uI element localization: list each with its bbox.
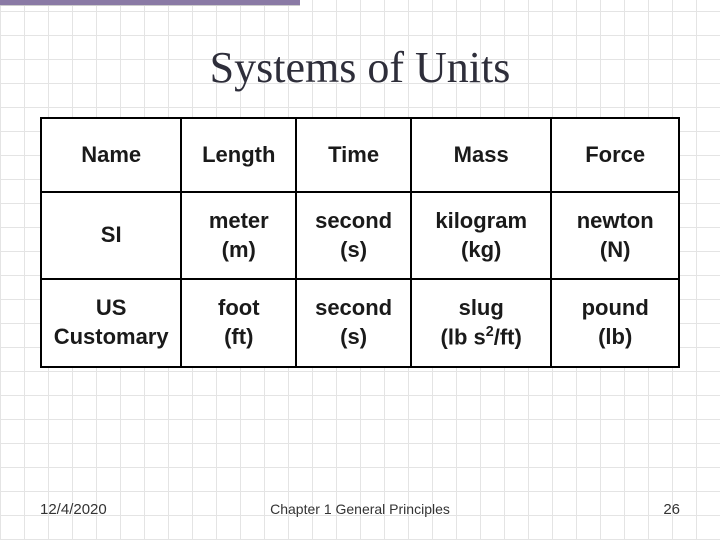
cell-text: (kg) xyxy=(418,236,544,265)
slide-title: Systems of Units xyxy=(0,0,720,117)
table-row: SI meter (m) second (s) kilogram (kg) ne… xyxy=(41,192,679,279)
cell-text: US xyxy=(48,294,174,323)
cell-text: pound xyxy=(558,294,672,323)
cell-us-name: US Customary xyxy=(41,279,181,367)
cell-si-length: meter (m) xyxy=(181,192,296,279)
cell-text: (s) xyxy=(303,236,404,265)
cell-us-mass: slug (lb s2/ft) xyxy=(411,279,551,367)
cell-text: foot xyxy=(188,294,289,323)
cell-text: kilogram xyxy=(418,207,544,236)
cell-text: (s) xyxy=(303,323,404,352)
table-row: US Customary foot (ft) second (s) slug (… xyxy=(41,279,679,367)
cell-text: (N) xyxy=(558,236,672,265)
cell-si-time: second (s) xyxy=(296,192,411,279)
footer-date: 12/4/2020 xyxy=(40,501,107,518)
cell-text: (ft) xyxy=(188,323,289,352)
units-table: Name Length Time Mass Force SI meter (m)… xyxy=(40,117,680,368)
cell-text: second xyxy=(303,207,404,236)
col-header-length: Length xyxy=(181,118,296,192)
cell-text: (lb s2/ft) xyxy=(418,323,544,352)
footer-page-number: 26 xyxy=(663,501,680,518)
col-header-mass: Mass xyxy=(411,118,551,192)
col-header-name: Name xyxy=(41,118,181,192)
cell-text: (lb) xyxy=(558,323,672,352)
cell-si-name: SI xyxy=(41,192,181,279)
footer-chapter: Chapter 1 General Principles xyxy=(270,501,450,517)
units-table-wrap: Name Length Time Mass Force SI meter (m)… xyxy=(40,117,680,368)
cell-si-force: newton (N) xyxy=(551,192,679,279)
accent-bar-underline xyxy=(0,5,300,6)
cell-text: Customary xyxy=(48,323,174,352)
cell-us-length: foot (ft) xyxy=(181,279,296,367)
cell-text: (m) xyxy=(188,236,289,265)
slide-footer: 12/4/2020 Chapter 1 General Principles 2… xyxy=(40,501,680,518)
col-header-force: Force xyxy=(551,118,679,192)
cell-us-force: pound (lb) xyxy=(551,279,679,367)
cell-text: second xyxy=(303,294,404,323)
cell-text: meter xyxy=(188,207,289,236)
cell-text: slug xyxy=(418,294,544,323)
cell-text: SI xyxy=(48,221,174,250)
table-header-row: Name Length Time Mass Force xyxy=(41,118,679,192)
cell-text: newton xyxy=(558,207,672,236)
cell-us-time: second (s) xyxy=(296,279,411,367)
col-header-time: Time xyxy=(296,118,411,192)
cell-si-mass: kilogram (kg) xyxy=(411,192,551,279)
